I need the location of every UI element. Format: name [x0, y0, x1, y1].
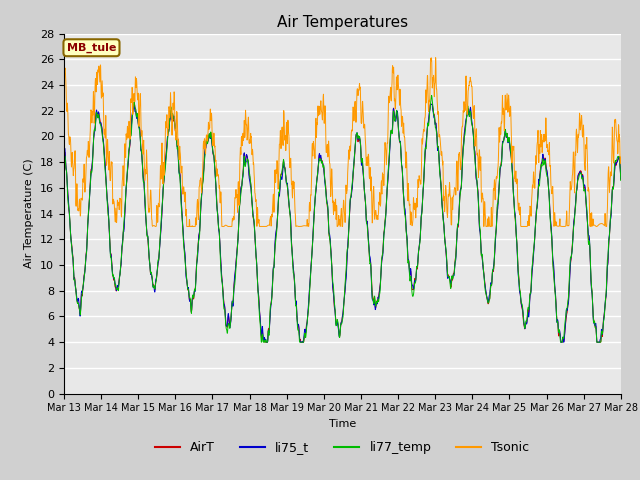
li77_temp [584, 221, 591, 227]
Tsonic [371, 216, 379, 222]
AirT [505, 135, 513, 141]
AirT [584, 221, 591, 227]
li77_temp [359, 158, 367, 164]
li75_t [371, 301, 379, 307]
Line: li77_temp: li77_temp [64, 96, 621, 342]
Tsonic [584, 152, 591, 158]
li75_t [216, 230, 223, 236]
li77_temp [216, 228, 223, 234]
Tsonic [152, 224, 159, 229]
Tsonic [617, 154, 625, 160]
AirT [130, 101, 138, 107]
Line: li75_t: li75_t [64, 104, 621, 342]
AirT [568, 246, 576, 252]
li75_t [568, 249, 576, 254]
Y-axis label: Air Temperature (C): Air Temperature (C) [24, 159, 35, 268]
li77_temp [257, 339, 265, 345]
Line: Tsonic: Tsonic [64, 56, 621, 227]
Tsonic [216, 183, 223, 189]
li77_temp [617, 178, 625, 183]
li77_temp [371, 294, 379, 300]
AirT [371, 301, 379, 307]
Tsonic [568, 182, 575, 188]
li77_temp [60, 153, 68, 159]
Tsonic [359, 98, 367, 104]
Tsonic [60, 53, 68, 59]
li75_t [584, 222, 591, 228]
li75_t [262, 339, 270, 345]
li75_t [505, 138, 513, 144]
AirT [216, 233, 223, 239]
Legend: AirT, li75_t, li77_temp, Tsonic: AirT, li75_t, li77_temp, Tsonic [150, 436, 534, 459]
Tsonic [504, 97, 512, 103]
AirT [261, 339, 269, 345]
Text: MB_tule: MB_tule [67, 43, 116, 53]
AirT [359, 166, 367, 171]
li75_t [427, 101, 435, 107]
li75_t [617, 176, 625, 182]
AirT [60, 151, 68, 156]
Title: Air Temperatures: Air Temperatures [277, 15, 408, 30]
li77_temp [428, 93, 435, 98]
li75_t [60, 147, 68, 153]
li77_temp [505, 135, 513, 141]
li77_temp [568, 248, 576, 254]
AirT [617, 177, 625, 182]
Line: AirT: AirT [64, 104, 621, 342]
li75_t [359, 164, 367, 170]
X-axis label: Time: Time [329, 419, 356, 429]
